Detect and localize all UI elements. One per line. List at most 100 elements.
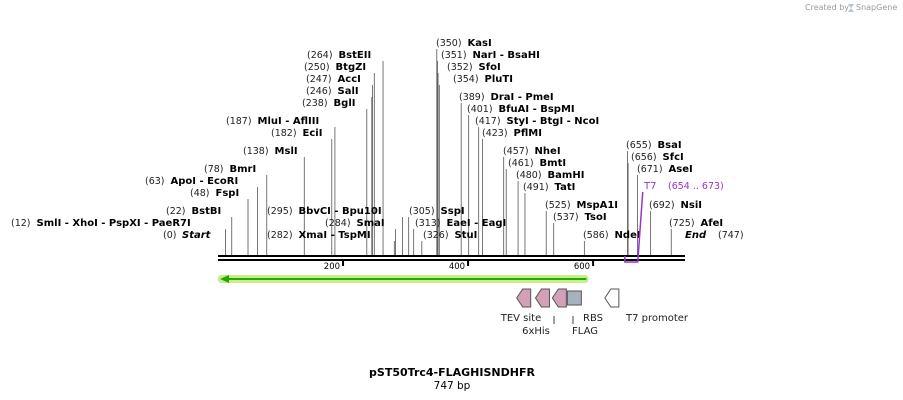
enzyme-name: BfuAI - BspMI — [499, 104, 575, 115]
t7-primer[interactable]: T7 (654 .. 673) — [624, 181, 724, 263]
enzyme-name: NarI - BsaHI — [473, 50, 540, 61]
enzyme-position: (313) — [415, 218, 441, 229]
enzyme-tsoi[interactable]: (537) TsoI — [553, 212, 607, 223]
enzyme-name: NsiI — [681, 200, 702, 211]
enzyme-sspi[interactable]: (305) SspI — [409, 206, 465, 217]
enzyme-mlui-afliii[interactable]: (187) MluI - AflIII — [226, 116, 319, 127]
enzyme-afei[interactable]: (725) AfeI — [669, 218, 723, 229]
enzyme-apoi-ecori[interactable]: (63) ApoI - EcoRI — [145, 176, 238, 187]
enzyme-bsteii[interactable]: (264) BstEII — [307, 50, 371, 61]
enzyme-bgli[interactable]: (238) BglI — [302, 98, 355, 109]
rbs-box-icon — [566, 290, 582, 306]
enzyme-name: SalI — [338, 86, 359, 97]
enzyme-position: (22) — [166, 206, 186, 217]
enzyme-btgzi[interactable]: (250) BtgZI — [304, 62, 366, 73]
enzyme-name: ApoI - EcoRI — [171, 176, 239, 187]
enzyme-acci[interactable]: (247) AccI — [306, 74, 361, 85]
start-position: (0) — [163, 230, 176, 241]
enzyme-position: (78) — [204, 164, 224, 175]
credit-text: Created by — [805, 3, 849, 12]
enzyme-position: (264) — [307, 50, 333, 61]
enzyme-styi-btgi-ncoi[interactable]: (417) StyI - BtgI - NcoI — [475, 116, 599, 127]
end-position: (747) — [718, 230, 744, 241]
tev-site-arrow-icon — [516, 288, 532, 308]
enzyme-sfoi[interactable]: (352) SfoI — [447, 62, 501, 73]
feature-flag[interactable] — [551, 288, 567, 308]
enzyme-ecii[interactable]: (182) EciI — [271, 128, 322, 139]
enzyme-name: SmlI - XhoI - PspXI - PaeR7I — [37, 218, 191, 229]
enzyme-pflmi[interactable]: (423) PflMI — [482, 128, 542, 139]
enzyme-name: StuI — [455, 230, 478, 241]
ruler-label: 600 — [574, 262, 590, 272]
enzyme-bmri[interactable]: (78) BmrI — [204, 164, 256, 175]
enzyme-bsai[interactable]: (655) BsaI — [626, 140, 682, 151]
enzyme-kasi[interactable]: (350) KasI — [436, 38, 492, 49]
enzyme-msli[interactable]: (138) MslI — [243, 146, 298, 157]
enzyme-name: BglI — [334, 98, 356, 109]
enzyme-position: (187) — [226, 116, 252, 127]
enzyme-position: (182) — [271, 128, 297, 139]
enzyme-mspa1i[interactable]: (525) MspA1I — [545, 200, 618, 211]
enzyme-position: (671) — [637, 164, 663, 175]
enzyme-nhei[interactable]: (457) NheI — [503, 146, 561, 157]
end-label: End — [685, 230, 707, 241]
enzyme-fspi[interactable]: (48) FspI — [190, 188, 239, 199]
enzyme-position: (63) — [145, 176, 165, 187]
enzyme-name: TatI — [555, 182, 576, 193]
enzyme-bmti[interactable]: (461) BmtI — [508, 158, 566, 169]
enzyme-position: (350) — [436, 38, 462, 49]
enzyme-name: PluTI — [485, 74, 513, 85]
enzyme-position: (354) — [453, 74, 479, 85]
enzyme-sali[interactable]: (246) SalI — [306, 86, 359, 97]
feature-rbs[interactable] — [566, 290, 582, 306]
enzyme-position: (247) — [306, 74, 332, 85]
feature-t7-promoter[interactable] — [604, 288, 620, 308]
enzyme-name: BmrI — [230, 164, 257, 175]
enzyme-position: (461) — [508, 158, 534, 169]
enzyme-position: (725) — [669, 218, 695, 229]
enzyme-eaei-eagi[interactable]: (313) EaeI - EagI — [415, 218, 506, 229]
enzyme-name: AfeI — [701, 218, 724, 229]
enzyme-ndei[interactable]: (586) NdeI — [583, 230, 641, 241]
enzyme-smai[interactable]: (284) SmaI — [325, 218, 385, 229]
enzyme-sfci[interactable]: (656) SfcI — [631, 152, 684, 163]
enzyme-bstbi[interactable]: (22) BstBI — [166, 206, 221, 217]
sequence-title: pST50Trc4-FLAGHISNDHFR — [369, 366, 535, 379]
feature-6xhis[interactable] — [534, 288, 550, 308]
orf-arrow[interactable] — [218, 275, 589, 283]
enzyme-bamhi[interactable]: (480) BamHI — [516, 170, 584, 181]
enzyme-name: XmaI - TspMI — [299, 230, 371, 241]
enzyme-name: BmtI — [540, 158, 567, 169]
enzyme-tati[interactable]: (491) TatI — [523, 182, 575, 193]
start-label: Start — [182, 230, 212, 241]
enzyme-xmai-tspmi[interactable]: (282) XmaI - TspMI — [267, 230, 371, 241]
enzyme-pluti[interactable]: (354) PluTI — [453, 74, 513, 85]
enzyme-position: (12) — [11, 218, 31, 229]
enzyme-name: NdeI — [615, 230, 641, 241]
enzyme-name: SfoI — [479, 62, 501, 73]
enzyme-stui[interactable]: (326) StuI — [423, 230, 477, 241]
enzyme-position: (389) — [459, 92, 485, 103]
ruler-label: 400 — [449, 262, 465, 272]
enzyme-name: StyI - BtgI - NcoI — [507, 116, 600, 127]
feature-label-flag: FLAG — [572, 326, 598, 337]
enzyme-smli-xhoi-pspxi-paer7i[interactable]: (12) SmlI - XhoI - PspXI - PaeR7I — [11, 218, 191, 229]
enzyme-asei[interactable]: (671) AseI — [637, 164, 693, 175]
enzyme-bfuai-bspmi[interactable]: (401) BfuAI - BspMI — [467, 104, 575, 115]
feature-tev-site[interactable] — [516, 288, 532, 308]
enzyme-position: (352) — [447, 62, 473, 73]
enzyme-name: MluI - AflIII — [258, 116, 320, 127]
feature-label-tev-site: TEV site — [500, 313, 542, 324]
enzyme-drai-pmei[interactable]: (389) DraI - PmeI — [459, 92, 554, 103]
enzyme-name: SfcI — [663, 152, 684, 163]
enzyme-nari-bsahi[interactable]: (351) NarI - BsaHI — [441, 50, 540, 61]
feature-labels: TEV site 6xHis RBS FLAG T7 promoter — [500, 313, 689, 337]
enzyme-position: (537) — [553, 212, 579, 223]
enzyme-name: SspI — [441, 206, 465, 217]
enzyme-nsii[interactable]: (692) NsiI — [649, 200, 702, 211]
features — [516, 288, 620, 308]
enzyme-name: EaeI - EagI — [447, 218, 507, 229]
backbone — [218, 255, 685, 261]
enzyme-position: (282) — [267, 230, 293, 241]
enzyme-bbvci-bpu10i[interactable]: (295) BbvCI - Bpu10I — [267, 206, 382, 217]
